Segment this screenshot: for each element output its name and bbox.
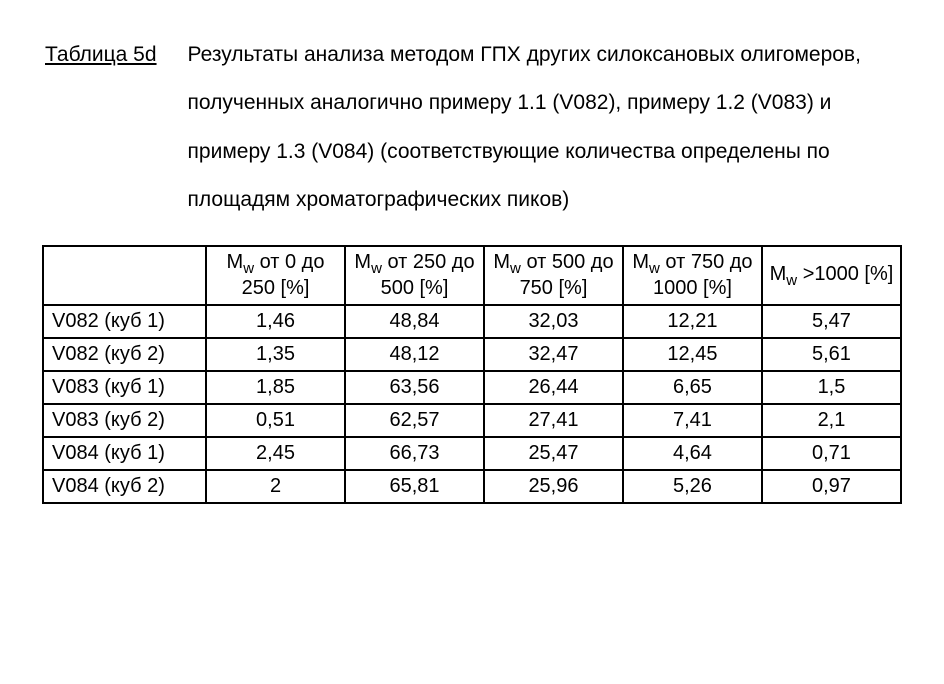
table-head: Mw от 0 до 250 [%]Mw от 250 до 500 [%]Mw… bbox=[43, 246, 901, 305]
col-header-mw_gt_1000: Mw >1000 [%] bbox=[762, 246, 901, 305]
cell-value: 5,61 bbox=[762, 338, 901, 371]
col-header-mw_750_1000: Mw от 750 до 1000 [%] bbox=[623, 246, 762, 305]
cell-value: 26,44 bbox=[484, 371, 623, 404]
cell-value: 48,12 bbox=[345, 338, 484, 371]
table-label: Таблица 5d bbox=[44, 30, 185, 225]
cell-value: 1,5 bbox=[762, 371, 901, 404]
cell-value: 1,85 bbox=[206, 371, 345, 404]
cell-value: 0,71 bbox=[762, 437, 901, 470]
cell-value: 12,21 bbox=[623, 305, 762, 338]
table-header-row: Mw от 0 до 250 [%]Mw от 250 до 500 [%]Mw… bbox=[43, 246, 901, 305]
sample-name: V083 (куб 1) bbox=[43, 371, 206, 404]
cell-value: 32,03 bbox=[484, 305, 623, 338]
cell-value: 63,56 bbox=[345, 371, 484, 404]
gpc-results-table: Mw от 0 до 250 [%]Mw от 250 до 500 [%]Mw… bbox=[42, 245, 902, 504]
sample-name: V082 (куб 2) bbox=[43, 338, 206, 371]
cell-value: 66,73 bbox=[345, 437, 484, 470]
cell-value: 2 bbox=[206, 470, 345, 503]
cell-value: 2,1 bbox=[762, 404, 901, 437]
cell-value: 25,96 bbox=[484, 470, 623, 503]
table-row: V082 (куб 2)1,3548,1232,4712,455,61 bbox=[43, 338, 901, 371]
sample-name: V082 (куб 1) bbox=[43, 305, 206, 338]
cell-value: 7,41 bbox=[623, 404, 762, 437]
cell-value: 48,84 bbox=[345, 305, 484, 338]
cell-value: 4,64 bbox=[623, 437, 762, 470]
page: Таблица 5d Результаты анализа методом ГП… bbox=[0, 0, 944, 504]
cell-value: 25,47 bbox=[484, 437, 623, 470]
table-body: V082 (куб 1)1,4648,8432,0312,215,47V082 … bbox=[43, 305, 901, 503]
cell-value: 27,41 bbox=[484, 404, 623, 437]
cell-value: 0,97 bbox=[762, 470, 901, 503]
table-caption: Результаты анализа методом ГПХ других си… bbox=[187, 30, 900, 225]
cell-value: 6,65 bbox=[623, 371, 762, 404]
table-row: V082 (куб 1)1,4648,8432,0312,215,47 bbox=[43, 305, 901, 338]
cell-value: 1,35 bbox=[206, 338, 345, 371]
col-header-mw_0_250: Mw от 0 до 250 [%] bbox=[206, 246, 345, 305]
table-row: V084 (куб 1)2,4566,7325,474,640,71 bbox=[43, 437, 901, 470]
cell-value: 2,45 bbox=[206, 437, 345, 470]
cell-value: 12,45 bbox=[623, 338, 762, 371]
table-row: V084 (куб 2)265,8125,965,260,97 bbox=[43, 470, 901, 503]
table-row: V083 (куб 2)0,5162,5727,417,412,1 bbox=[43, 404, 901, 437]
col-header-sample bbox=[43, 246, 206, 305]
cell-value: 62,57 bbox=[345, 404, 484, 437]
cell-value: 32,47 bbox=[484, 338, 623, 371]
sample-name: V084 (куб 1) bbox=[43, 437, 206, 470]
col-header-mw_250_500: Mw от 250 до 500 [%] bbox=[345, 246, 484, 305]
col-header-mw_500_750: Mw от 500 до 750 [%] bbox=[484, 246, 623, 305]
cell-value: 5,47 bbox=[762, 305, 901, 338]
table-row: V083 (куб 1)1,8563,5626,446,651,5 bbox=[43, 371, 901, 404]
cell-value: 65,81 bbox=[345, 470, 484, 503]
sample-name: V083 (куб 2) bbox=[43, 404, 206, 437]
sample-name: V084 (куб 2) bbox=[43, 470, 206, 503]
cell-value: 1,46 bbox=[206, 305, 345, 338]
cell-value: 0,51 bbox=[206, 404, 345, 437]
caption-block: Таблица 5d Результаты анализа методом ГП… bbox=[42, 28, 902, 227]
cell-value: 5,26 bbox=[623, 470, 762, 503]
